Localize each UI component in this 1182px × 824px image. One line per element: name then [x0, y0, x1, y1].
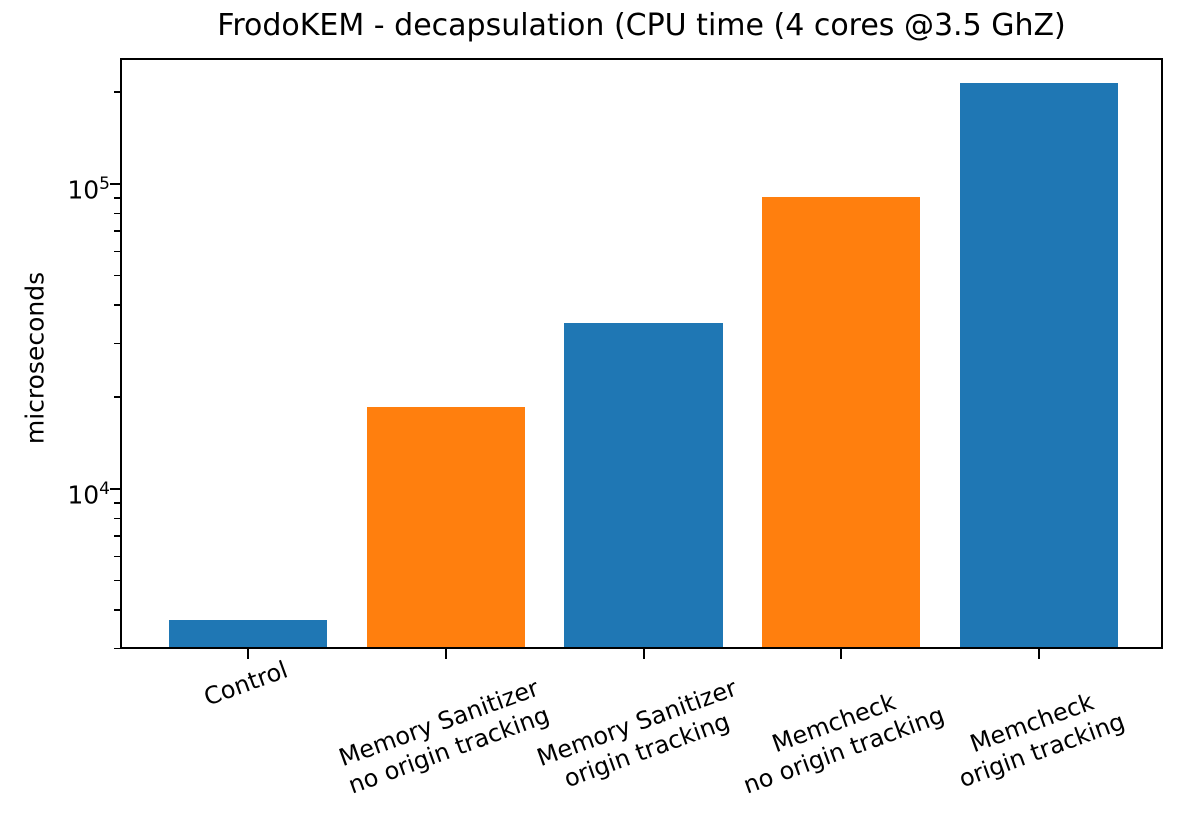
- y-minor-tick: [114, 342, 120, 345]
- x-tick: [840, 649, 843, 659]
- bar-0: [169, 620, 328, 647]
- y-minor-tick: [114, 250, 120, 253]
- y-axis-label: microseconds: [20, 271, 50, 445]
- bar-4: [959, 83, 1118, 647]
- x-tick-label: Memcheck origin tracking: [954, 687, 1128, 794]
- y-major-tick: [110, 182, 120, 185]
- y-minor-tick: [114, 274, 120, 277]
- y-minor-tick: [114, 579, 120, 582]
- y-minor-tick: [114, 647, 120, 650]
- y-tick-label: 104: [67, 478, 110, 510]
- x-tick-label: Memory Sanitizer no origin tracking: [335, 673, 553, 800]
- x-tick-label: Memcheck no origin tracking: [739, 687, 949, 800]
- y-major-tick: [110, 487, 120, 490]
- x-tick: [642, 649, 645, 659]
- bar-2: [564, 322, 723, 647]
- chart-title: FrodoKEM - decapsulation (CPU time (4 co…: [217, 8, 1066, 43]
- y-minor-tick: [114, 609, 120, 611]
- x-tick: [1037, 649, 1040, 659]
- x-tick: [444, 649, 447, 659]
- x-tick-label: Memory Sanitizer origin tracking: [532, 673, 741, 794]
- y-minor-tick: [114, 230, 120, 232]
- y-minor-tick: [114, 197, 120, 199]
- x-tick-label: Control: [200, 655, 292, 712]
- bar-1: [366, 406, 525, 647]
- y-minor-tick: [114, 396, 120, 398]
- x-tick: [247, 649, 250, 659]
- bar-3: [762, 196, 921, 647]
- y-minor-tick: [114, 304, 120, 306]
- y-minor-tick: [114, 502, 120, 504]
- y-minor-tick: [114, 535, 120, 537]
- y-minor-tick: [114, 91, 120, 93]
- y-tick-label: 105: [67, 173, 110, 205]
- plot-area: 104 105: [67, 58, 1163, 659]
- y-minor-tick: [114, 517, 120, 520]
- y-minor-tick: [114, 555, 120, 558]
- y-minor-tick: [114, 212, 120, 215]
